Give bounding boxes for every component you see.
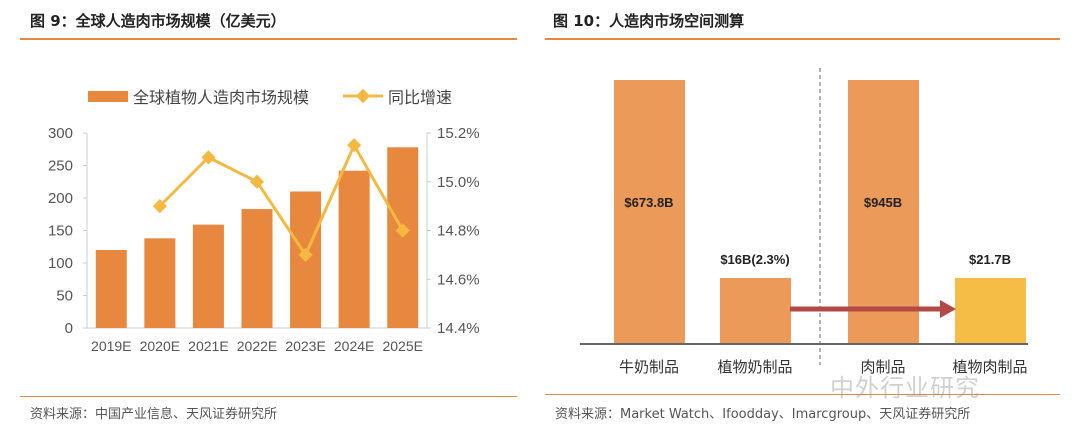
growth-point (152, 199, 167, 214)
watermark: 中外行业研究 (830, 374, 980, 402)
value-label: $945B (864, 195, 902, 210)
y2-tick-label: 14.6% (437, 271, 480, 288)
bar-2019E (95, 250, 127, 328)
right-footer-rule (545, 394, 1060, 395)
x-tick-label: 2019E (91, 338, 131, 354)
growth-point (298, 247, 313, 262)
bar-2021E (192, 224, 224, 328)
y-tick-label: 0 (65, 320, 73, 337)
growth-point (347, 138, 362, 153)
legend-bar-label: 全球植物人造肉市场规模 (133, 89, 309, 107)
value-label: $16B(2.3%) (720, 252, 789, 267)
left-source: 资料来源：中国产业信息、天风证券研究所 (30, 407, 278, 422)
x-tick-label: 2025E (382, 338, 422, 354)
growth-line (158, 141, 405, 258)
y2-tick-label: 15.0% (437, 174, 480, 191)
x-tick-label: 2022E (237, 338, 277, 354)
value-label: $21.7B (969, 252, 1011, 267)
left-title-rule (20, 38, 517, 40)
y2-tick-label: 14.8% (437, 223, 480, 240)
category-label: 肉制品 (860, 359, 905, 376)
right-chart-title: 图 10：人造肉市场空间测算 (553, 12, 745, 30)
growth-point (395, 223, 410, 238)
value-label: $673.8B (624, 195, 673, 210)
legend-line-label: 同比增速 (388, 89, 452, 107)
y-tick-label: 150 (48, 223, 73, 240)
y2-tick-label: 14.4% (437, 320, 480, 337)
bar-2022E (241, 209, 273, 328)
right-source: 资料来源：Market Watch、Ifoodday、Imarcgroup、天风… (555, 407, 971, 422)
y-tick-label: 50 (56, 288, 73, 305)
arrow-head (940, 300, 956, 318)
growth-point (201, 150, 216, 165)
bar-植物肉制品 (955, 278, 1026, 343)
y-tick-label: 200 (48, 190, 73, 207)
legend-bar-swatch (88, 91, 128, 102)
bar-牛奶制品 (614, 80, 685, 343)
x-tick-label: 2023E (285, 338, 325, 354)
x-tick-label: 2021E (188, 338, 228, 354)
bar-肉制品 (848, 80, 919, 343)
growth-point (249, 174, 265, 189)
category-label: 牛奶制品 (619, 359, 679, 376)
right-title-rule (545, 38, 1060, 40)
x-tick-label: 2020E (140, 338, 180, 354)
left-footer-rule (20, 396, 517, 397)
y2-tick-label: 15.2% (437, 125, 480, 142)
x-tick-label: 2024E (334, 338, 374, 354)
bar-2020E (144, 238, 176, 328)
legend-line-marker (355, 88, 371, 104)
bar-2025E (387, 147, 419, 328)
left-chart-title: 图 9：全球人造肉市场规模（亿美元） (30, 12, 286, 30)
y-tick-label: 100 (48, 255, 73, 272)
category-label: 植物肉制品 (952, 359, 1027, 376)
y-tick-label: 300 (48, 125, 73, 142)
bar-植物奶制品 (720, 278, 791, 343)
y-tick-label: 250 (48, 158, 73, 175)
bar-2024E (338, 170, 370, 328)
category-label: 植物奶制品 (717, 359, 792, 376)
